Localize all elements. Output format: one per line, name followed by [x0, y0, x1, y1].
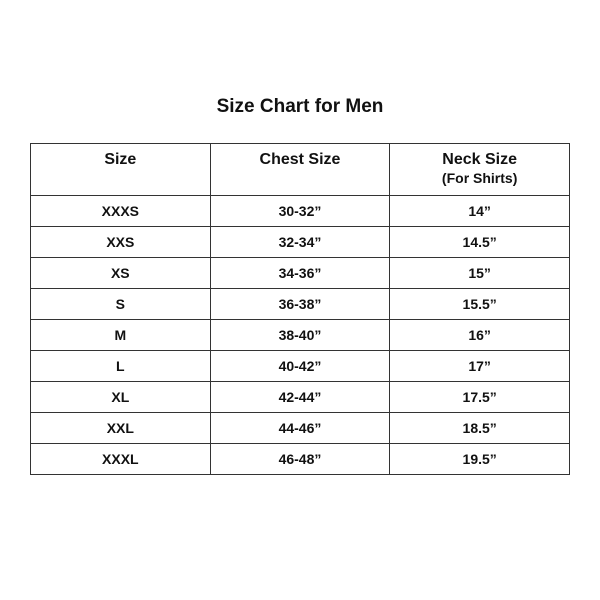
- cell-neck: 15.5”: [389, 288, 570, 320]
- cell-size: XL: [30, 381, 211, 413]
- page-title: Size Chart for Men: [216, 96, 384, 117]
- cell-size: XS: [30, 257, 211, 289]
- size-chart-table: Size Chest Size Neck Size (For Shirts) XX…: [30, 143, 570, 475]
- cell-size: M: [30, 319, 211, 351]
- cell-chest: 30-32”: [209, 195, 391, 227]
- cell-chest: 34-36”: [209, 257, 391, 289]
- cell-size: XXL: [30, 412, 211, 444]
- table-row: L 40-42” 17”: [30, 350, 570, 382]
- cell-neck: 16”: [389, 319, 570, 351]
- header-neck: Neck Size (For Shirts): [389, 143, 570, 196]
- cell-neck: 19.5”: [389, 443, 570, 475]
- table-row: M 38-40” 16”: [30, 319, 570, 351]
- header-row: Size Chest Size Neck Size (For Shirts): [30, 143, 570, 196]
- cell-size: XXXL: [30, 443, 211, 475]
- cell-chest: 36-38”: [209, 288, 391, 320]
- table-row: XXS 32-34” 14.5”: [30, 226, 570, 258]
- header-neck-label: Neck Size: [442, 151, 518, 168]
- cell-chest: 44-46”: [209, 412, 391, 444]
- cell-chest: 42-44”: [209, 381, 391, 413]
- cell-size: S: [30, 288, 211, 320]
- cell-neck: 14.5”: [389, 226, 570, 258]
- cell-neck: 14”: [389, 195, 570, 227]
- table-row: S 36-38” 15.5”: [30, 288, 570, 320]
- cell-size: XXS: [30, 226, 211, 258]
- cell-neck: 17.5”: [389, 381, 570, 413]
- table-row: XXXL 46-48” 19.5”: [30, 443, 570, 475]
- cell-size: L: [30, 350, 211, 382]
- cell-chest: 38-40”: [209, 319, 391, 351]
- cell-size: XXXS: [30, 195, 211, 227]
- cell-chest: 40-42”: [209, 350, 391, 382]
- cell-neck: 18.5”: [389, 412, 570, 444]
- table-row: XXXS 30-32” 14”: [30, 195, 570, 227]
- cell-chest: 32-34”: [209, 226, 391, 258]
- header-chest: Chest Size: [209, 143, 391, 196]
- table-row: XL 42-44” 17.5”: [30, 381, 570, 413]
- header-neck-sub: (For Shirts): [441, 170, 518, 186]
- table-row: XS 34-36” 15”: [30, 257, 570, 289]
- header-size: Size: [30, 143, 211, 196]
- cell-chest: 46-48”: [209, 443, 391, 475]
- cell-neck: 17”: [389, 350, 570, 382]
- cell-neck: 15”: [389, 257, 570, 289]
- table-row: XXL 44-46” 18.5”: [30, 412, 570, 444]
